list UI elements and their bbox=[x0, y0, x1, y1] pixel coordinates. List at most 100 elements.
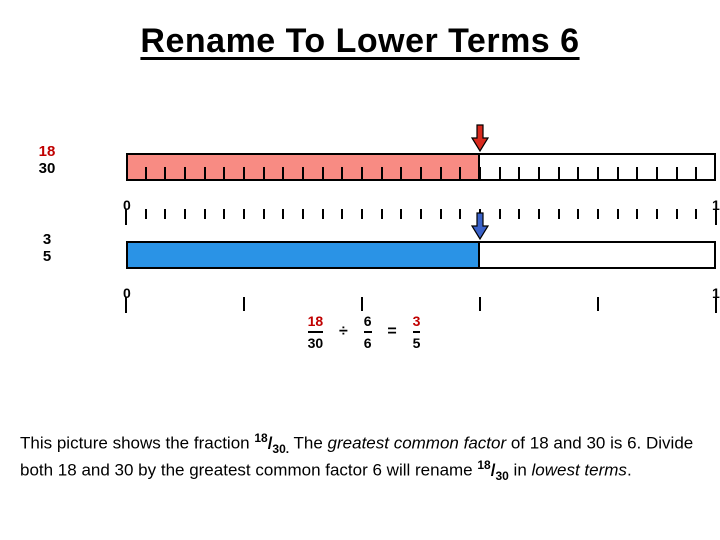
tick bbox=[302, 167, 304, 181]
tick bbox=[322, 167, 324, 181]
bar1-numerator: 18 bbox=[34, 143, 60, 160]
tick bbox=[695, 209, 697, 219]
tick bbox=[302, 209, 304, 219]
bar1-one: 1 bbox=[712, 197, 720, 213]
tick bbox=[597, 297, 599, 311]
eq-f3-num: 3 bbox=[413, 313, 421, 329]
bar2-wrap: 0 1 bbox=[126, 241, 716, 269]
caption-part: This picture shows the fraction bbox=[20, 434, 254, 453]
tick bbox=[499, 167, 501, 181]
page-title: Rename To Lower Terms 6 bbox=[0, 0, 720, 61]
fraction-bar bbox=[364, 331, 372, 333]
bar2-fill bbox=[128, 243, 480, 267]
tick bbox=[459, 209, 461, 219]
tick bbox=[341, 167, 343, 181]
bar1-fraction-label: 18 30 bbox=[34, 143, 60, 177]
tick bbox=[223, 209, 225, 219]
caption-text: This picture shows the fraction 18/30. T… bbox=[20, 430, 714, 484]
tick bbox=[184, 209, 186, 219]
bar2-numerator: 3 bbox=[34, 231, 60, 248]
tick bbox=[597, 209, 599, 219]
tick bbox=[243, 209, 245, 219]
tick bbox=[420, 167, 422, 181]
tick bbox=[164, 209, 166, 219]
tick bbox=[656, 209, 658, 219]
tick bbox=[381, 209, 383, 219]
bar1-denominator: 30 bbox=[34, 160, 60, 177]
equation: 18 30 ÷ 6 6 = 3 5 bbox=[34, 313, 694, 351]
tick bbox=[518, 167, 520, 181]
tick bbox=[145, 209, 147, 219]
eq-f1-den: 30 bbox=[308, 335, 324, 351]
tick bbox=[282, 167, 284, 181]
caption-frac2-den: 30 bbox=[495, 469, 508, 483]
tick bbox=[243, 297, 245, 311]
tick bbox=[597, 167, 599, 181]
caption-frac1-num: 18 bbox=[254, 431, 267, 445]
tick bbox=[145, 167, 147, 181]
tick bbox=[322, 209, 324, 219]
caption-lowest-terms: lowest terms bbox=[532, 461, 627, 480]
tick bbox=[263, 167, 265, 181]
caption-gcf: greatest common factor bbox=[328, 434, 507, 453]
arrow-icon-blue bbox=[471, 212, 489, 240]
bar2-zero: 0 bbox=[123, 285, 131, 301]
tick bbox=[184, 167, 186, 181]
tick bbox=[341, 209, 343, 219]
tick bbox=[361, 167, 363, 181]
eq-f2-num: 6 bbox=[364, 313, 372, 329]
tick bbox=[243, 167, 245, 181]
tick bbox=[440, 209, 442, 219]
tick bbox=[617, 209, 619, 219]
eq-frac-3: 3 5 bbox=[413, 313, 421, 351]
tick bbox=[164, 167, 166, 181]
tick bbox=[577, 209, 579, 219]
tick bbox=[538, 167, 540, 181]
tick bbox=[381, 167, 383, 181]
bar1-wrap: 0 1 bbox=[126, 153, 716, 181]
caption-part: The bbox=[289, 434, 327, 453]
eq-f1-num: 18 bbox=[308, 313, 324, 329]
tick bbox=[636, 167, 638, 181]
tick bbox=[400, 209, 402, 219]
tick bbox=[479, 297, 481, 311]
tick bbox=[499, 209, 501, 219]
caption-part: in bbox=[509, 461, 532, 480]
tick bbox=[558, 209, 560, 219]
tick bbox=[204, 209, 206, 219]
fraction-bar bbox=[413, 331, 421, 333]
tick bbox=[538, 209, 540, 219]
bar2-one: 1 bbox=[712, 285, 720, 301]
bar1-zero: 0 bbox=[123, 197, 131, 213]
tick bbox=[420, 209, 422, 219]
caption-frac2-num: 18 bbox=[477, 458, 490, 472]
eq-frac-2: 6 6 bbox=[364, 313, 372, 351]
tick bbox=[223, 167, 225, 181]
eq-f3-den: 5 bbox=[413, 335, 421, 351]
tick bbox=[695, 167, 697, 181]
tick bbox=[636, 209, 638, 219]
caption-part: . bbox=[627, 461, 632, 480]
divide-icon: ÷ bbox=[339, 323, 348, 341]
eq-frac-1: 18 30 bbox=[308, 313, 324, 351]
tick bbox=[440, 167, 442, 181]
caption-frac1-den: 30. bbox=[272, 442, 289, 456]
tick bbox=[676, 209, 678, 219]
tick bbox=[400, 167, 402, 181]
bar2-fraction-label: 3 5 bbox=[34, 231, 60, 265]
eq-f2-den: 6 bbox=[364, 335, 372, 351]
equals-icon: = bbox=[387, 323, 396, 341]
tick bbox=[676, 167, 678, 181]
bar2-denominator: 5 bbox=[34, 248, 60, 265]
tick bbox=[282, 209, 284, 219]
tick bbox=[656, 167, 658, 181]
bar2-box bbox=[126, 241, 716, 269]
tick bbox=[479, 167, 481, 181]
tick bbox=[577, 167, 579, 181]
tick bbox=[459, 167, 461, 181]
arrow-icon-red bbox=[471, 124, 489, 152]
tick bbox=[617, 167, 619, 181]
tick bbox=[558, 167, 560, 181]
tick bbox=[263, 209, 265, 219]
fraction-bar bbox=[308, 331, 324, 333]
